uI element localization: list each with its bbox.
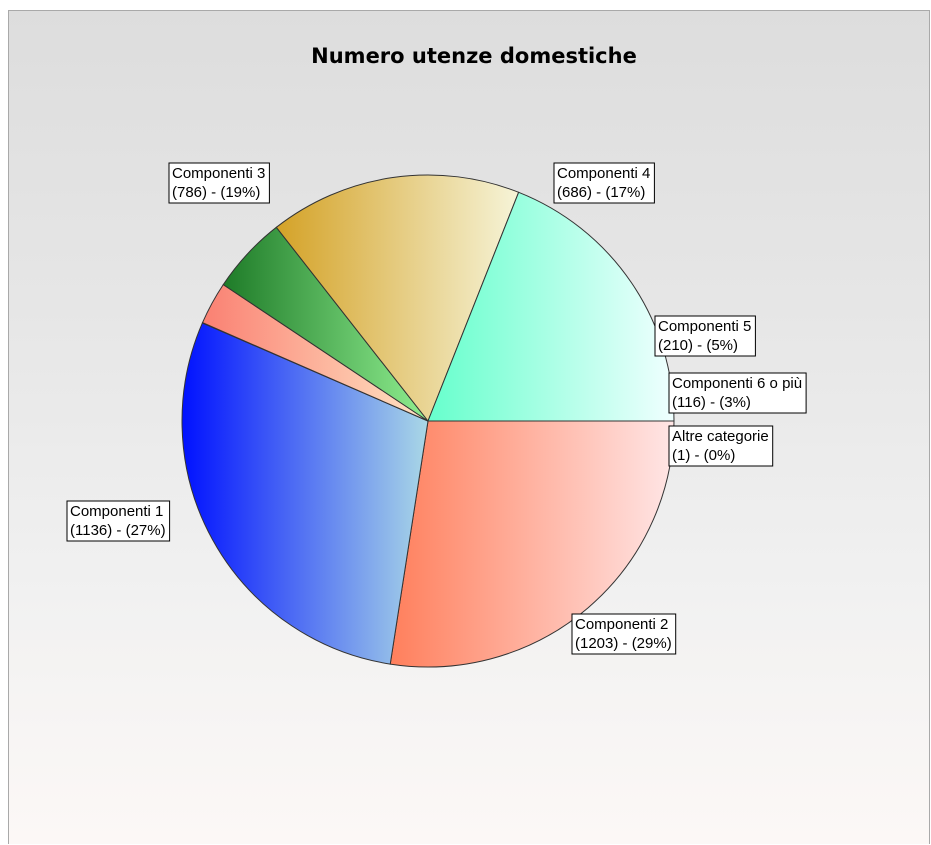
chart-title: Numero utenze domestiche [311,44,637,68]
slice-label-value: (686) - (17%) [557,184,645,201]
slice-label: Componenti 5 (210) - (5%) [654,315,756,357]
slice-label: Componenti 3 (786) - (19%) [168,162,270,204]
slice-label-name: Altre categorie [672,428,769,445]
slice-label-box [668,425,774,467]
slice-label-value: (1) - (0%) [672,447,735,464]
slice-label: Componenti 2 (1203) - (29%) [571,613,677,655]
slice-label-box [654,315,756,357]
slice-label-value: (116) - (3%) [672,394,751,411]
pie-slice-componenti-1 [389,420,675,668]
pie-slice-componenti-4 [275,174,520,422]
slice-label: Componenti 1 (1136) - (27%) [66,500,171,542]
pie-labels: Componenti 1 (1136) - (27%) Componenti 2 (1… [66,162,807,655]
slice-label: Componenti 6 o più (116) - (3%) [668,372,807,414]
slice-label-value: (210) - (5%) [658,337,738,354]
slice-label-box [571,613,677,655]
slice-label-box [553,162,655,204]
slice-label: Altre categorie (1) - (0%) [668,425,774,467]
slice-label-value: (1203) - (29%) [575,635,672,652]
slice-label-name: Componenti 6 o più [672,375,802,392]
pie-slices [181,174,675,668]
pie-chart: Numero utenze domestiche Componenti 1 (11… [66,44,807,668]
pie-slice-componenti-2 [181,322,429,665]
slice-label-box [168,162,270,204]
slice-label-name: Componenti 4 [557,165,650,182]
slice-label-name: Componenti 2 [575,616,668,633]
slice-label-name: Componenti 3 [172,165,265,182]
slice-label-name: Componenti 1 [70,503,163,520]
slice-label: Componenti 4 (686) - (17%) [553,162,655,204]
slice-label-value: (786) - (19%) [172,184,260,201]
slice-label-name: Componenti 5 [658,318,751,335]
slice-label-box [668,372,807,414]
slice-label-value: (1136) - (27%) [70,522,166,539]
slice-label-box [66,500,171,542]
chart-frame: Numero utenze domestiche Componenti 1 (11… [8,10,930,844]
